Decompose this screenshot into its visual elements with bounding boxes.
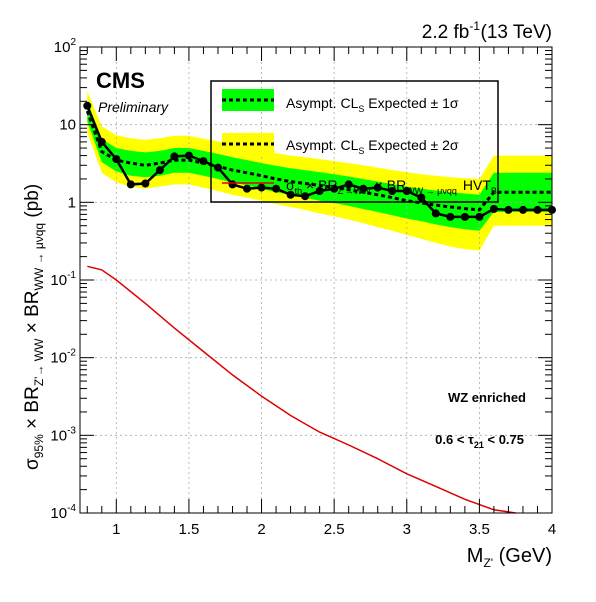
observed-point <box>315 187 324 195</box>
x-tick-label: 2.5 <box>324 521 345 538</box>
observed-point <box>97 137 106 146</box>
observed-points <box>83 101 556 221</box>
observed-point <box>286 190 295 199</box>
x-axis-title: MZ' (GeV) <box>467 545 552 570</box>
observed-point <box>475 212 484 221</box>
y-tick-label: 10-1 <box>50 270 76 289</box>
observed-point <box>504 205 513 214</box>
energy-label: (13 TeV) <box>481 22 552 43</box>
experiment-label: CMS <box>96 68 145 93</box>
x-tick-label: 4 <box>548 521 556 538</box>
observed-point <box>243 184 251 193</box>
y-tick-label: 1 <box>68 194 76 211</box>
observed-point <box>141 179 150 188</box>
x-tick-label: 3.5 <box>469 521 490 538</box>
lumi-label: 2.2 fb-1 <box>422 19 481 43</box>
observed-point <box>431 209 440 218</box>
legend-band1-label: Asympt. CLS Expected ± 1σ <box>286 95 459 114</box>
x-tick-label: 1 <box>112 521 120 538</box>
observed-point <box>533 205 542 214</box>
observed-point <box>228 180 237 189</box>
theory-line-hvt-b <box>87 265 516 514</box>
legend: Asympt. CLS Expected ± 1σ Asympt. CLS Ex… <box>210 80 499 203</box>
observed-point <box>417 193 426 202</box>
observed-point <box>214 163 222 172</box>
observed-point <box>330 184 339 193</box>
observed-point <box>112 155 121 164</box>
expected-line <box>85 110 552 212</box>
observed-point <box>170 152 179 161</box>
status-label: Preliminary <box>98 99 169 115</box>
cut-label: 0.6 < τ21 < 0.75 <box>435 432 524 450</box>
observed-point <box>344 180 353 189</box>
y-tick-label: 102 <box>54 37 77 56</box>
legend-band2-label: Asympt. CLS Expected ± 2σ <box>286 137 459 156</box>
observed-point <box>388 187 397 195</box>
observed-point <box>402 187 411 195</box>
y-tick-label: 10-4 <box>50 503 76 522</box>
x-tick-label: 2 <box>257 521 265 538</box>
observed-point <box>272 184 281 193</box>
axis-ticks <box>80 46 553 514</box>
x-tick-label: 1.5 <box>178 521 199 538</box>
legend-frame <box>210 80 499 203</box>
expected-1sigma-band <box>87 101 553 231</box>
x-tick-label: 3 <box>403 521 411 538</box>
observed-point <box>257 183 266 192</box>
observed-point <box>460 212 469 221</box>
observed-point <box>446 212 455 221</box>
observed-point <box>184 151 193 160</box>
region-label: WZ enriched <box>448 390 526 405</box>
observed-point <box>126 180 135 189</box>
y-tick-label: 10-2 <box>50 348 76 367</box>
observed-point <box>373 183 382 192</box>
observed-point <box>155 166 164 175</box>
observed-point <box>359 184 368 193</box>
observed-point <box>83 101 92 110</box>
legend-band1-swatch <box>222 89 274 111</box>
observed-point <box>489 205 498 213</box>
observed-point <box>519 205 527 214</box>
observed-point <box>301 192 310 201</box>
observed-point <box>199 157 208 166</box>
y-tick-label: 10 <box>59 117 76 134</box>
y-tick-label: 10-3 <box>50 425 76 444</box>
legend-theory-label: σth × BRZ'→WW × BRWW → μνqq HVTB <box>286 177 497 196</box>
legend-band2-swatch <box>222 133 274 155</box>
expected-1sigma-band-layer <box>87 101 553 231</box>
y-axis-title: σ95% × BRZ'→ WW × BRWW → μνqq (pb) <box>22 184 46 470</box>
